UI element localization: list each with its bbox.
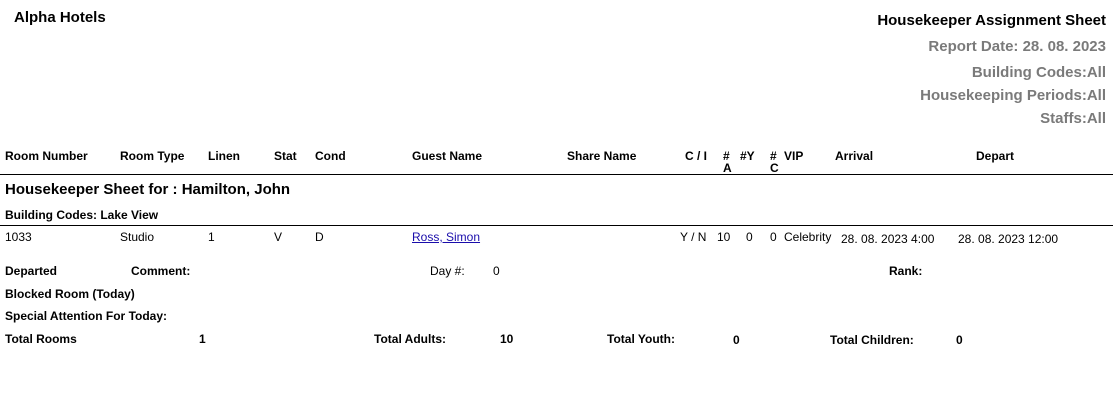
staffs-filter: Staffs:All <box>1040 110 1106 127</box>
room-type: Studio <box>120 230 155 244</box>
col-ci: C / I <box>685 149 708 163</box>
col-linen: Linen <box>208 149 240 163</box>
stat: V <box>274 230 283 244</box>
guest-name-link[interactable]: Ross, Simon <box>412 230 481 244</box>
building-divider <box>0 225 1113 226</box>
ci: Y / N <box>680 230 707 244</box>
special-attention-label: Special Attention For Today: <box>5 309 168 323</box>
col-adults-2: A <box>723 162 732 174</box>
section-title: Housekeeper Sheet for : Hamilton, John <box>5 181 291 198</box>
col-vip: VIP <box>784 149 804 163</box>
col-share-name: Share Name <box>567 149 637 163</box>
arrival: 28. 08. 2023 4:00 <box>841 232 935 246</box>
col-children-1: # <box>770 149 777 163</box>
col-room-number: Room Number <box>5 149 88 163</box>
total-children-label: Total Children: <box>830 333 914 347</box>
col-stat: Stat <box>274 149 297 163</box>
youth: 0 <box>746 230 753 244</box>
total-youth-label: Total Youth: <box>607 332 675 346</box>
day-label: Day #: <box>430 264 465 278</box>
vip: Celebrity <box>784 230 832 244</box>
report-date: Report Date: 28. 08. 2023 <box>928 38 1106 55</box>
col-guest-name: Guest Name <box>412 149 483 163</box>
col-arrival: Arrival <box>835 149 874 163</box>
report-title: Housekeeper Assignment Sheet <box>877 12 1106 29</box>
total-rooms-label: Total Rooms <box>5 332 77 346</box>
day-value: 0 <box>493 264 500 278</box>
blocked-room-label: Blocked Room (Today) <box>5 287 135 301</box>
building-code: Building Codes: Lake View <box>5 208 159 222</box>
company-name: Alpha Hotels <box>14 9 106 26</box>
col-depart: Depart <box>976 149 1015 163</box>
total-rooms-value: 1 <box>199 332 206 346</box>
header-divider <box>0 174 1113 175</box>
total-adults-label: Total Adults: <box>374 332 446 346</box>
total-children-value: 0 <box>956 333 963 347</box>
col-children-2: C <box>770 162 779 174</box>
depart: 28. 08. 2023 12:00 <box>958 232 1059 246</box>
total-adults-value: 10 <box>500 332 514 346</box>
adults: 10 <box>717 230 731 244</box>
col-room-type: Room Type <box>120 149 185 163</box>
col-youth: #Y <box>740 149 755 163</box>
cond: D <box>315 230 324 244</box>
room-number: 1033 <box>5 230 32 244</box>
rank-label: Rank: <box>889 264 923 278</box>
housekeeping-periods-filter: Housekeeping Periods:All <box>920 87 1106 104</box>
col-adults-1: # <box>723 149 730 163</box>
linen: 1 <box>208 230 215 244</box>
col-cond: Cond <box>315 149 346 163</box>
building-codes-filter: Building Codes:All <box>971 64 1106 81</box>
children: 0 <box>770 230 777 244</box>
departed-label: Departed <box>5 264 58 278</box>
total-youth-value: 0 <box>733 333 740 347</box>
comment-label: Comment: <box>131 264 191 278</box>
